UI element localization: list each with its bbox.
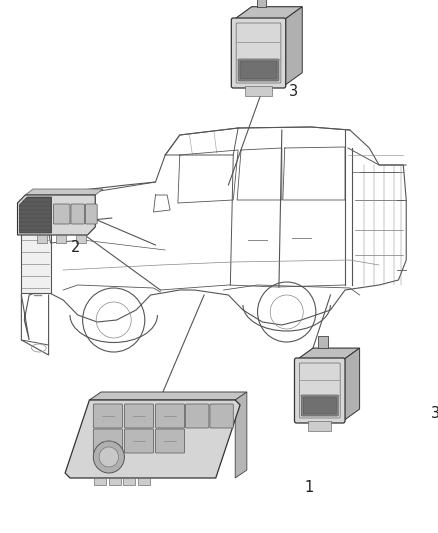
Polygon shape xyxy=(25,189,103,195)
Polygon shape xyxy=(257,0,266,7)
FancyBboxPatch shape xyxy=(93,404,123,428)
FancyBboxPatch shape xyxy=(94,478,106,485)
Polygon shape xyxy=(89,392,247,400)
FancyBboxPatch shape xyxy=(245,86,272,96)
Text: 3: 3 xyxy=(289,85,298,100)
Circle shape xyxy=(99,447,119,467)
FancyBboxPatch shape xyxy=(294,358,345,423)
FancyBboxPatch shape xyxy=(138,478,150,485)
FancyBboxPatch shape xyxy=(303,397,336,414)
Polygon shape xyxy=(297,348,360,360)
FancyBboxPatch shape xyxy=(37,235,47,243)
FancyBboxPatch shape xyxy=(301,395,338,416)
FancyBboxPatch shape xyxy=(186,404,209,428)
FancyBboxPatch shape xyxy=(308,421,332,431)
Text: 2: 2 xyxy=(71,240,81,255)
Polygon shape xyxy=(343,348,360,421)
FancyBboxPatch shape xyxy=(93,429,123,453)
FancyBboxPatch shape xyxy=(21,228,50,293)
FancyBboxPatch shape xyxy=(109,478,120,485)
FancyBboxPatch shape xyxy=(57,235,66,243)
FancyBboxPatch shape xyxy=(71,204,85,224)
FancyBboxPatch shape xyxy=(53,204,70,224)
FancyBboxPatch shape xyxy=(124,404,154,428)
Circle shape xyxy=(93,441,124,473)
Polygon shape xyxy=(19,197,52,233)
FancyBboxPatch shape xyxy=(231,18,286,88)
FancyBboxPatch shape xyxy=(210,404,233,428)
Polygon shape xyxy=(65,400,240,478)
Text: 1: 1 xyxy=(304,481,314,496)
Text: 3: 3 xyxy=(431,406,438,421)
FancyBboxPatch shape xyxy=(240,61,277,79)
Polygon shape xyxy=(18,195,95,235)
FancyBboxPatch shape xyxy=(155,429,185,453)
Polygon shape xyxy=(235,392,247,478)
Polygon shape xyxy=(233,7,302,20)
Polygon shape xyxy=(284,7,302,86)
Polygon shape xyxy=(318,336,328,348)
FancyBboxPatch shape xyxy=(238,59,279,81)
FancyBboxPatch shape xyxy=(155,404,185,428)
FancyBboxPatch shape xyxy=(85,204,97,224)
FancyBboxPatch shape xyxy=(124,429,154,453)
FancyBboxPatch shape xyxy=(76,235,85,243)
FancyBboxPatch shape xyxy=(124,478,135,485)
